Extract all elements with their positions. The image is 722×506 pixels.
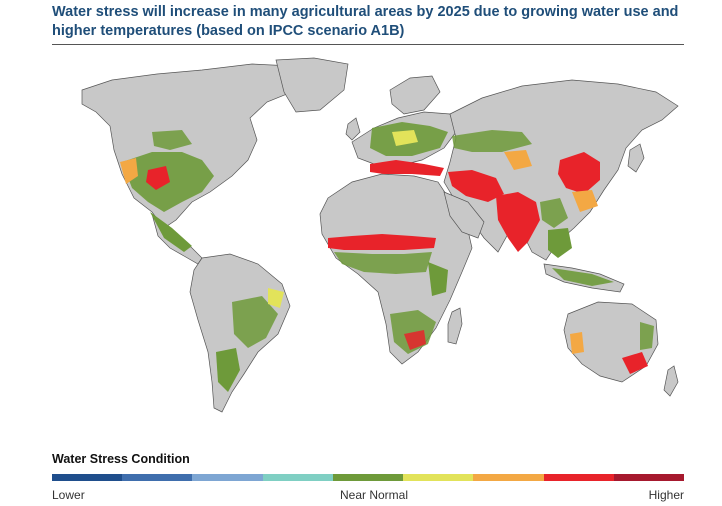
- region-canada-green: [152, 130, 192, 150]
- region-central-asia-orange: [504, 150, 532, 170]
- region-indonesia-green: [552, 268, 614, 286]
- legend-high-label: Higher: [648, 488, 684, 502]
- region-brazil-east-yellow: [268, 288, 284, 308]
- region-mexico-green: [150, 212, 192, 252]
- region-india-higher: [496, 192, 540, 252]
- north-america: [81, 63, 311, 229]
- legend-swatch-6: [403, 474, 474, 481]
- region-brazil-green: [232, 296, 278, 348]
- legend-swatch-2: [122, 474, 193, 481]
- legend-swatch-8: [543, 474, 614, 481]
- region-china-higher: [558, 152, 600, 194]
- map-title: Water stress will increase in many agric…: [52, 4, 679, 39]
- scandinavia: [389, 75, 441, 115]
- region-argentina-green: [216, 348, 240, 392]
- legend-swatch-5: [332, 474, 404, 481]
- region-mediterranean-higher: [370, 160, 444, 176]
- legend-swatch-7: [473, 474, 544, 481]
- legend-swatch-1: [52, 474, 123, 481]
- water-stress-overlay: [120, 122, 654, 392]
- arabian-peninsula: [443, 191, 485, 239]
- region-middle-east-higher: [448, 170, 504, 202]
- region-us-higher: [146, 166, 170, 190]
- region-australia-sw-orange: [570, 332, 584, 354]
- region-africa-green: [334, 252, 432, 274]
- legend-mid-label: Near Normal: [340, 488, 409, 502]
- region-se-asia-green: [548, 228, 572, 258]
- legend-low-label: Lower: [52, 488, 85, 502]
- japan: [627, 143, 645, 173]
- madagascar: [447, 307, 463, 345]
- legend-swatch-9: [613, 474, 684, 481]
- title-divider: [52, 44, 684, 45]
- legend-swatch-4: [262, 474, 333, 481]
- legend-color-scale: [52, 474, 684, 481]
- region-us-medium: [120, 158, 138, 184]
- region-south-africa-red: [404, 330, 426, 350]
- greenland: [275, 57, 349, 113]
- united-kingdom: [345, 117, 361, 141]
- world-map: [81, 57, 679, 413]
- region-europe-yellow: [392, 130, 418, 146]
- region-sahel-higher: [328, 234, 436, 250]
- region-china-orange: [572, 190, 598, 212]
- legend-swatch-3: [192, 474, 263, 481]
- region-central-asia-green: [452, 130, 532, 152]
- region-australia-se-higher: [622, 352, 648, 374]
- region-australia-east-green: [640, 322, 654, 350]
- new-zealand: [663, 365, 679, 397]
- region-china-green: [540, 198, 568, 228]
- region-east-africa-green: [428, 262, 448, 296]
- legend-title: Water Stress Condition: [52, 452, 190, 466]
